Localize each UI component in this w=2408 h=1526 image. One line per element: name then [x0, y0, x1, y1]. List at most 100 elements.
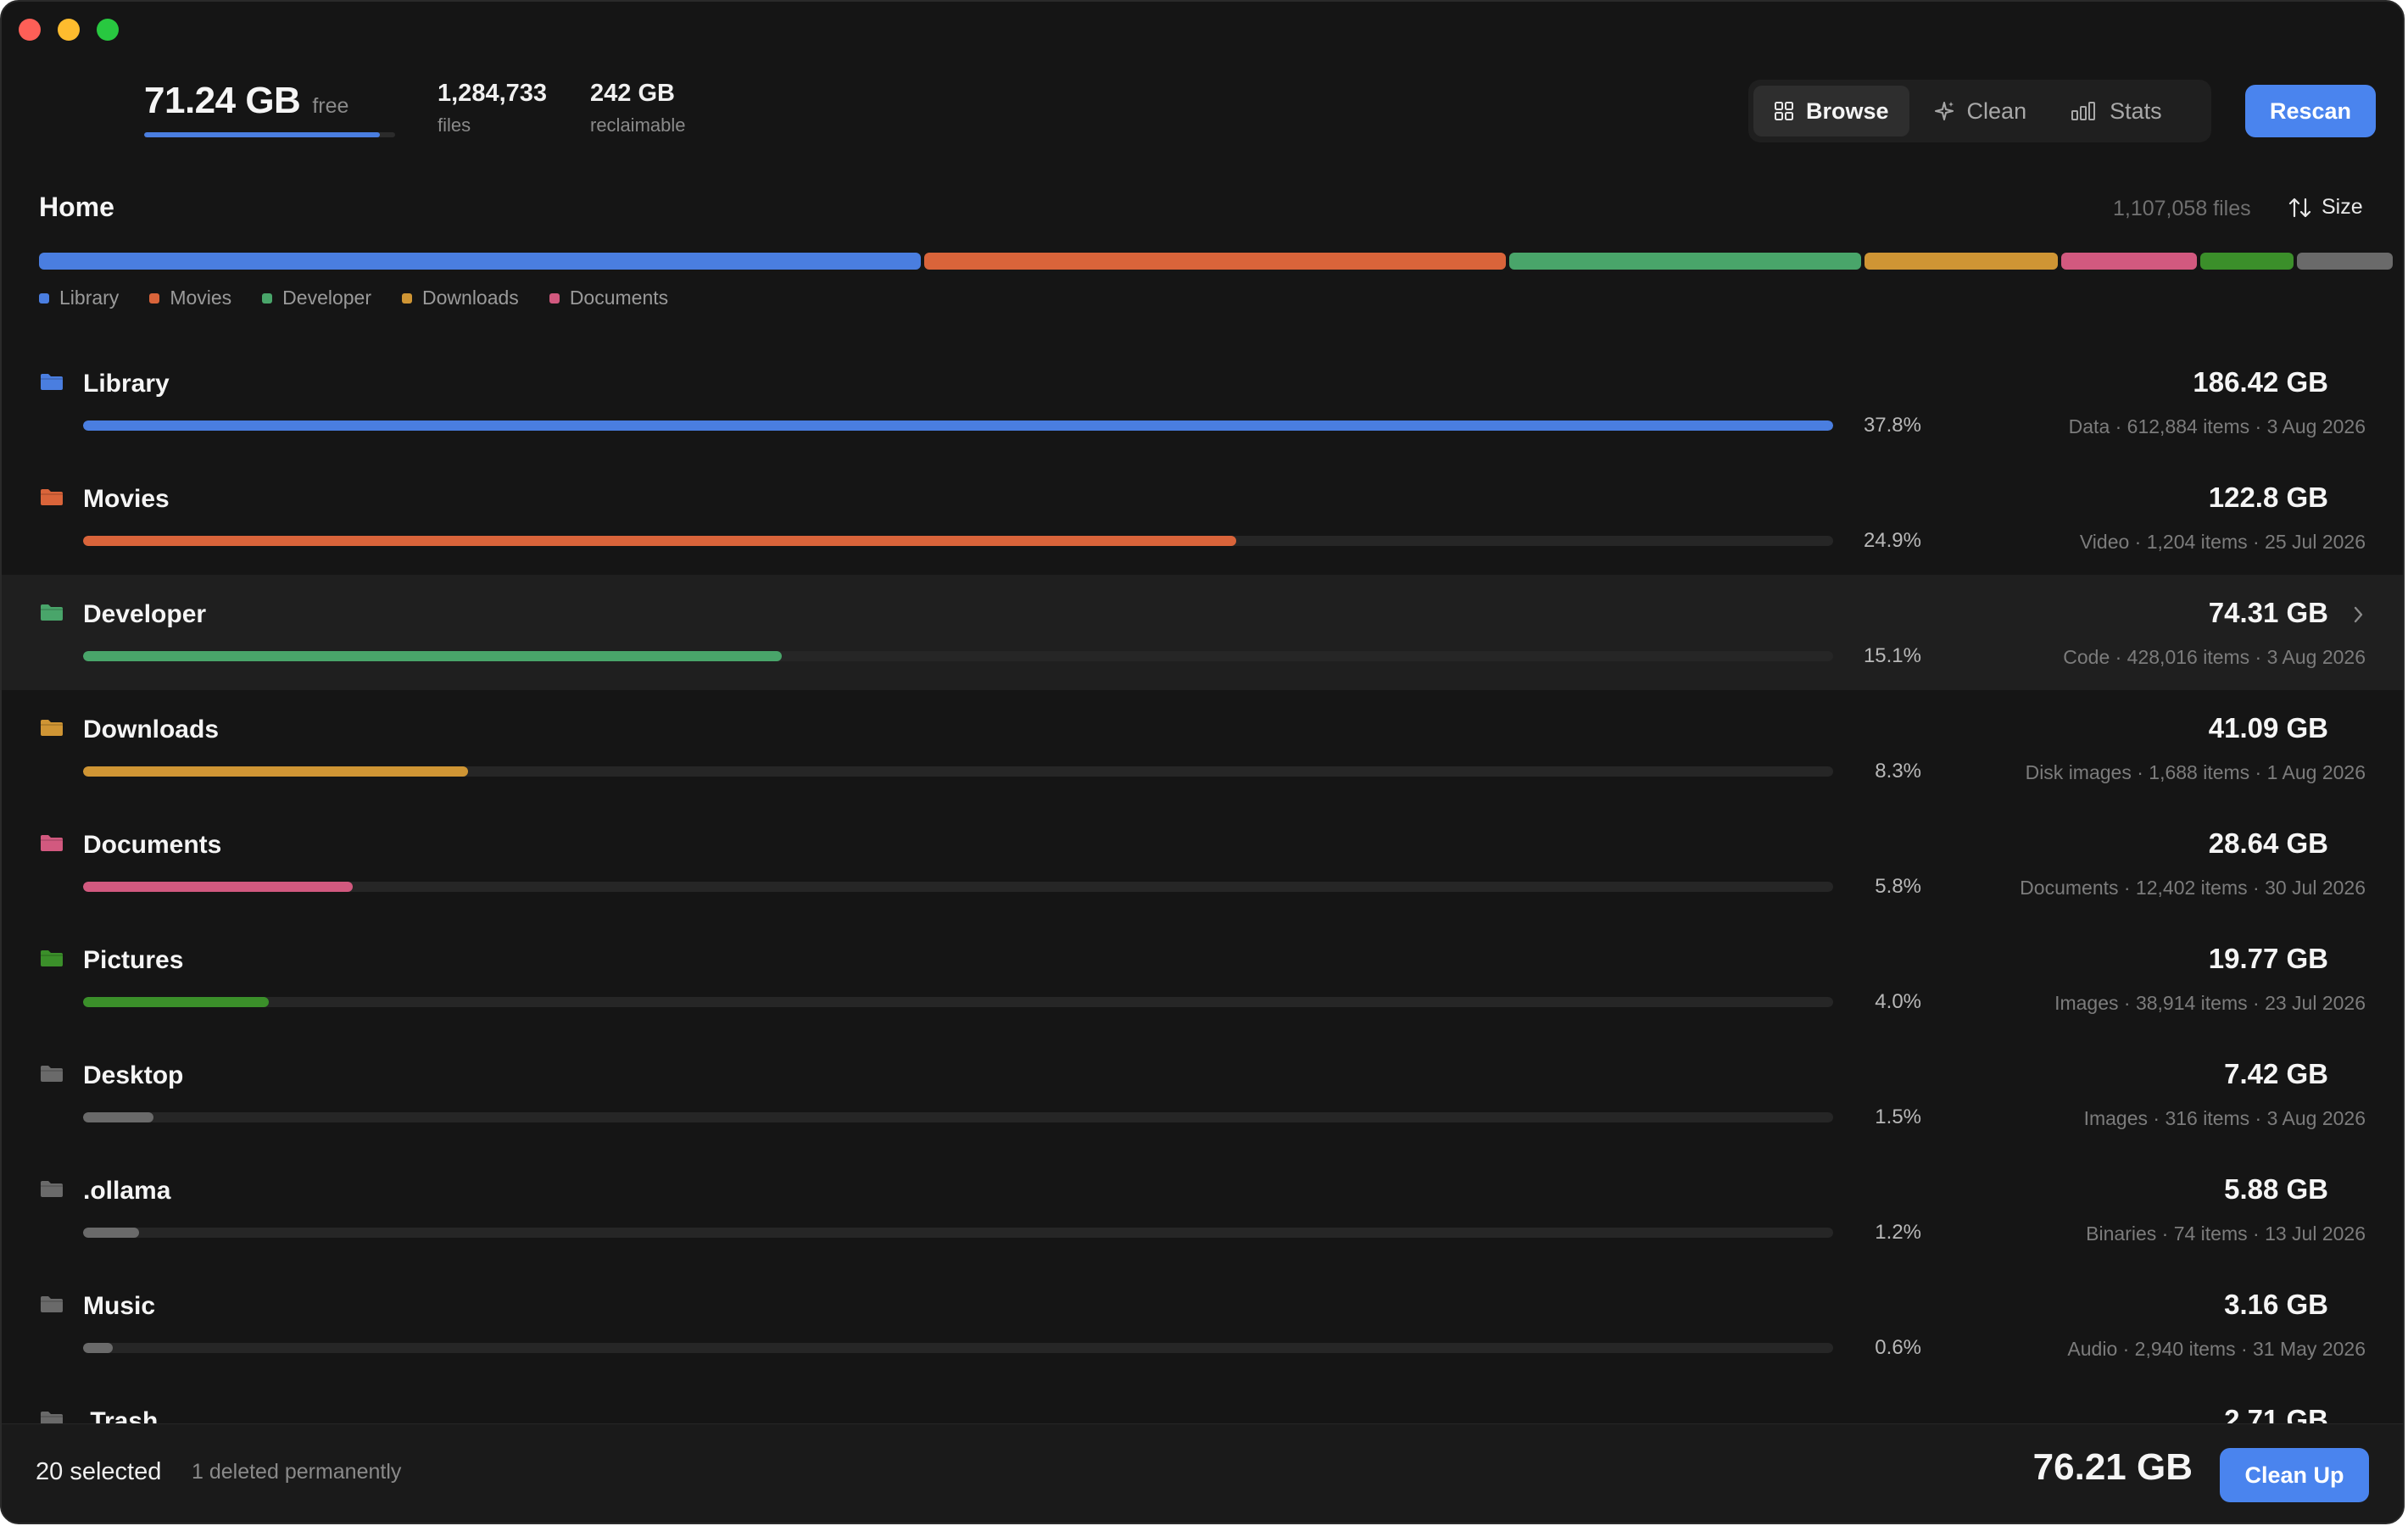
- tab-stats[interactable]: Stats: [2050, 86, 2182, 136]
- usage-breakdown-bar: [39, 253, 2393, 270]
- usage-segment: [39, 253, 922, 270]
- folder-meta: Disk images · 1,688 items · 1 Aug 2026: [2025, 761, 2366, 783]
- folder-icon: [41, 604, 63, 621]
- folder-percent: 37.8%: [1863, 414, 1921, 437]
- folder-usage-fill: [83, 882, 353, 892]
- legend-label: Movies: [170, 287, 232, 309]
- zoom-window-button[interactable]: [97, 19, 119, 41]
- folder-percent: 4.0%: [1875, 990, 1921, 1013]
- folder-row[interactable]: Downloads 8.3% 41.09 GB Disk images · 1,688…: [2, 690, 2403, 805]
- folder-percent: 24.9%: [1863, 529, 1921, 552]
- free-space-bar-fill: [144, 132, 381, 137]
- tab-clean[interactable]: Clean: [1913, 86, 2048, 136]
- window-controls: [19, 19, 119, 41]
- files-stat: 1,284,733 files: [438, 80, 547, 136]
- legend-item: Developer: [262, 287, 371, 309]
- folder-usage-bar: [83, 997, 1833, 1007]
- folder-name: Movies: [83, 485, 170, 513]
- folder-usage-bar: [83, 536, 1833, 546]
- folder-name: .ollama: [83, 1177, 171, 1205]
- folder-usage-fill: [83, 997, 269, 1007]
- reclaimable-label: reclaimable: [590, 114, 686, 136]
- folder-meta: Code · 428,016 items · 3 Aug 2026: [2063, 646, 2366, 668]
- grid-icon: [1775, 102, 1793, 120]
- usage-segment: [2297, 253, 2393, 270]
- folder-meta: Video · 1,204 items · 25 Jul 2026: [2079, 531, 2366, 553]
- sort-label: Size: [2322, 195, 2363, 219]
- folder-name: Music: [83, 1292, 156, 1320]
- tab-stats-label: Stats: [2110, 97, 2162, 124]
- folder-usage-fill: [83, 1228, 140, 1238]
- folder-size: 28.64 GB: [2208, 827, 2328, 859]
- folder-name: Library: [83, 370, 170, 398]
- legend-swatch: [149, 292, 160, 304]
- view-switcher: Browse Clean Stats: [1748, 80, 2211, 142]
- chevron-right-icon: [2354, 606, 2363, 623]
- folder-percent: 1.5%: [1875, 1106, 1921, 1128]
- folder-usage-fill: [83, 1343, 114, 1353]
- folder-row[interactable]: Documents 5.8% 28.64 GB Documents · 12,402 …: [2, 805, 2403, 921]
- reclaimable-stat: 242 GB reclaimable: [590, 80, 686, 136]
- folder-icon: [41, 374, 63, 390]
- files-label: files: [438, 114, 471, 136]
- folder-usage-bar: [83, 1112, 1833, 1122]
- legend-swatch: [262, 292, 273, 304]
- folder-meta: Data · 612,884 items · 3 Aug 2026: [2068, 415, 2366, 437]
- close-window-button[interactable]: [19, 19, 41, 41]
- legend-swatch: [39, 292, 49, 304]
- folder-row[interactable]: Music 0.6% 3.16 GB Audio · 2,940 items · 31…: [2, 1267, 2403, 1382]
- folder-size: 19.77 GB: [2208, 943, 2328, 974]
- folder-row[interactable]: Movies 24.9% 122.8 GB Video · 1,204 items ·…: [2, 459, 2403, 575]
- folder-row[interactable]: Pictures 4.0% 19.77 GB Images · 38,914 item…: [2, 921, 2403, 1036]
- clean-up-button[interactable]: Clean Up: [2220, 1448, 2369, 1502]
- folder-list: Library 37.8% 186.42 GB Data · 612,884 item…: [2, 344, 2403, 1497]
- selection-count: 20 selected: [36, 1458, 162, 1485]
- folder-size: 186.42 GB: [2193, 366, 2328, 398]
- legend-label: Downloads: [422, 287, 519, 309]
- sort-button[interactable]: Size: [2288, 195, 2363, 220]
- folder-usage-fill: [83, 651, 782, 661]
- footer-bar: 20 selected 1 deleted permanently 76.21 …: [2, 1423, 2403, 1523]
- folder-name: Desktop: [83, 1061, 184, 1089]
- folder-usage-bar: [83, 766, 1833, 777]
- bar-chart-icon: [2071, 102, 2096, 120]
- folder-usage-fill: [83, 536, 1237, 546]
- folder-usage-bar: [83, 420, 1833, 431]
- usage-segment: [2200, 253, 2294, 270]
- folder-row[interactable]: Desktop 1.5% 7.42 GB Images · 316 items · 3…: [2, 1036, 2403, 1151]
- folder-row[interactable]: .ollama 1.2% 5.88 GB Binaries · 74 items · …: [2, 1151, 2403, 1267]
- free-space-label: free: [312, 94, 349, 118]
- folder-name: Downloads: [83, 716, 220, 744]
- free-space-value: 71.24 GB: [144, 80, 301, 121]
- folder-icon: [41, 835, 63, 851]
- usage-segment: [924, 253, 1506, 270]
- legend-swatch: [549, 292, 560, 304]
- folder-meta: Audio · 2,940 items · 31 May 2026: [2067, 1338, 2366, 1360]
- folder-icon: [41, 950, 63, 966]
- folder-percent: 1.2%: [1875, 1221, 1921, 1244]
- folder-size: 5.88 GB: [2224, 1173, 2328, 1205]
- legend-label: Documents: [569, 287, 669, 309]
- tab-clean-label: Clean: [1966, 97, 2027, 124]
- folder-row[interactable]: Developer 15.1% 74.31 GB Code · 428,016 ite…: [2, 575, 2403, 690]
- usage-legend: Library Movies Developer Downloads Documents: [39, 287, 668, 309]
- minimize-window-button[interactable]: [58, 19, 80, 41]
- folder-percent: 8.3%: [1875, 760, 1921, 782]
- deletion-mode-label: 1 deleted permanently: [192, 1460, 402, 1484]
- folder-usage-bar: [83, 1228, 1833, 1238]
- folder-usage-bar: [83, 651, 1833, 661]
- tab-browse-label: Browse: [1806, 97, 1889, 124]
- rescan-button[interactable]: Rescan: [2245, 85, 2376, 137]
- folder-usage-fill: [83, 420, 1833, 431]
- folder-icon: [41, 1181, 63, 1197]
- legend-label: Developer: [282, 287, 372, 309]
- selected-total-size: 76.21 GB: [2032, 1446, 2193, 1488]
- free-space-summary: 71.24 GB free: [144, 80, 395, 137]
- folder-name: Developer: [83, 600, 207, 628]
- tab-browse[interactable]: Browse: [1753, 86, 1909, 136]
- folder-row[interactable]: Library 37.8% 186.42 GB Data · 612,884 item…: [2, 344, 2403, 459]
- folder-size: 41.09 GB: [2208, 712, 2328, 744]
- folder-usage-fill: [83, 766, 469, 777]
- legend-label: Library: [59, 287, 120, 309]
